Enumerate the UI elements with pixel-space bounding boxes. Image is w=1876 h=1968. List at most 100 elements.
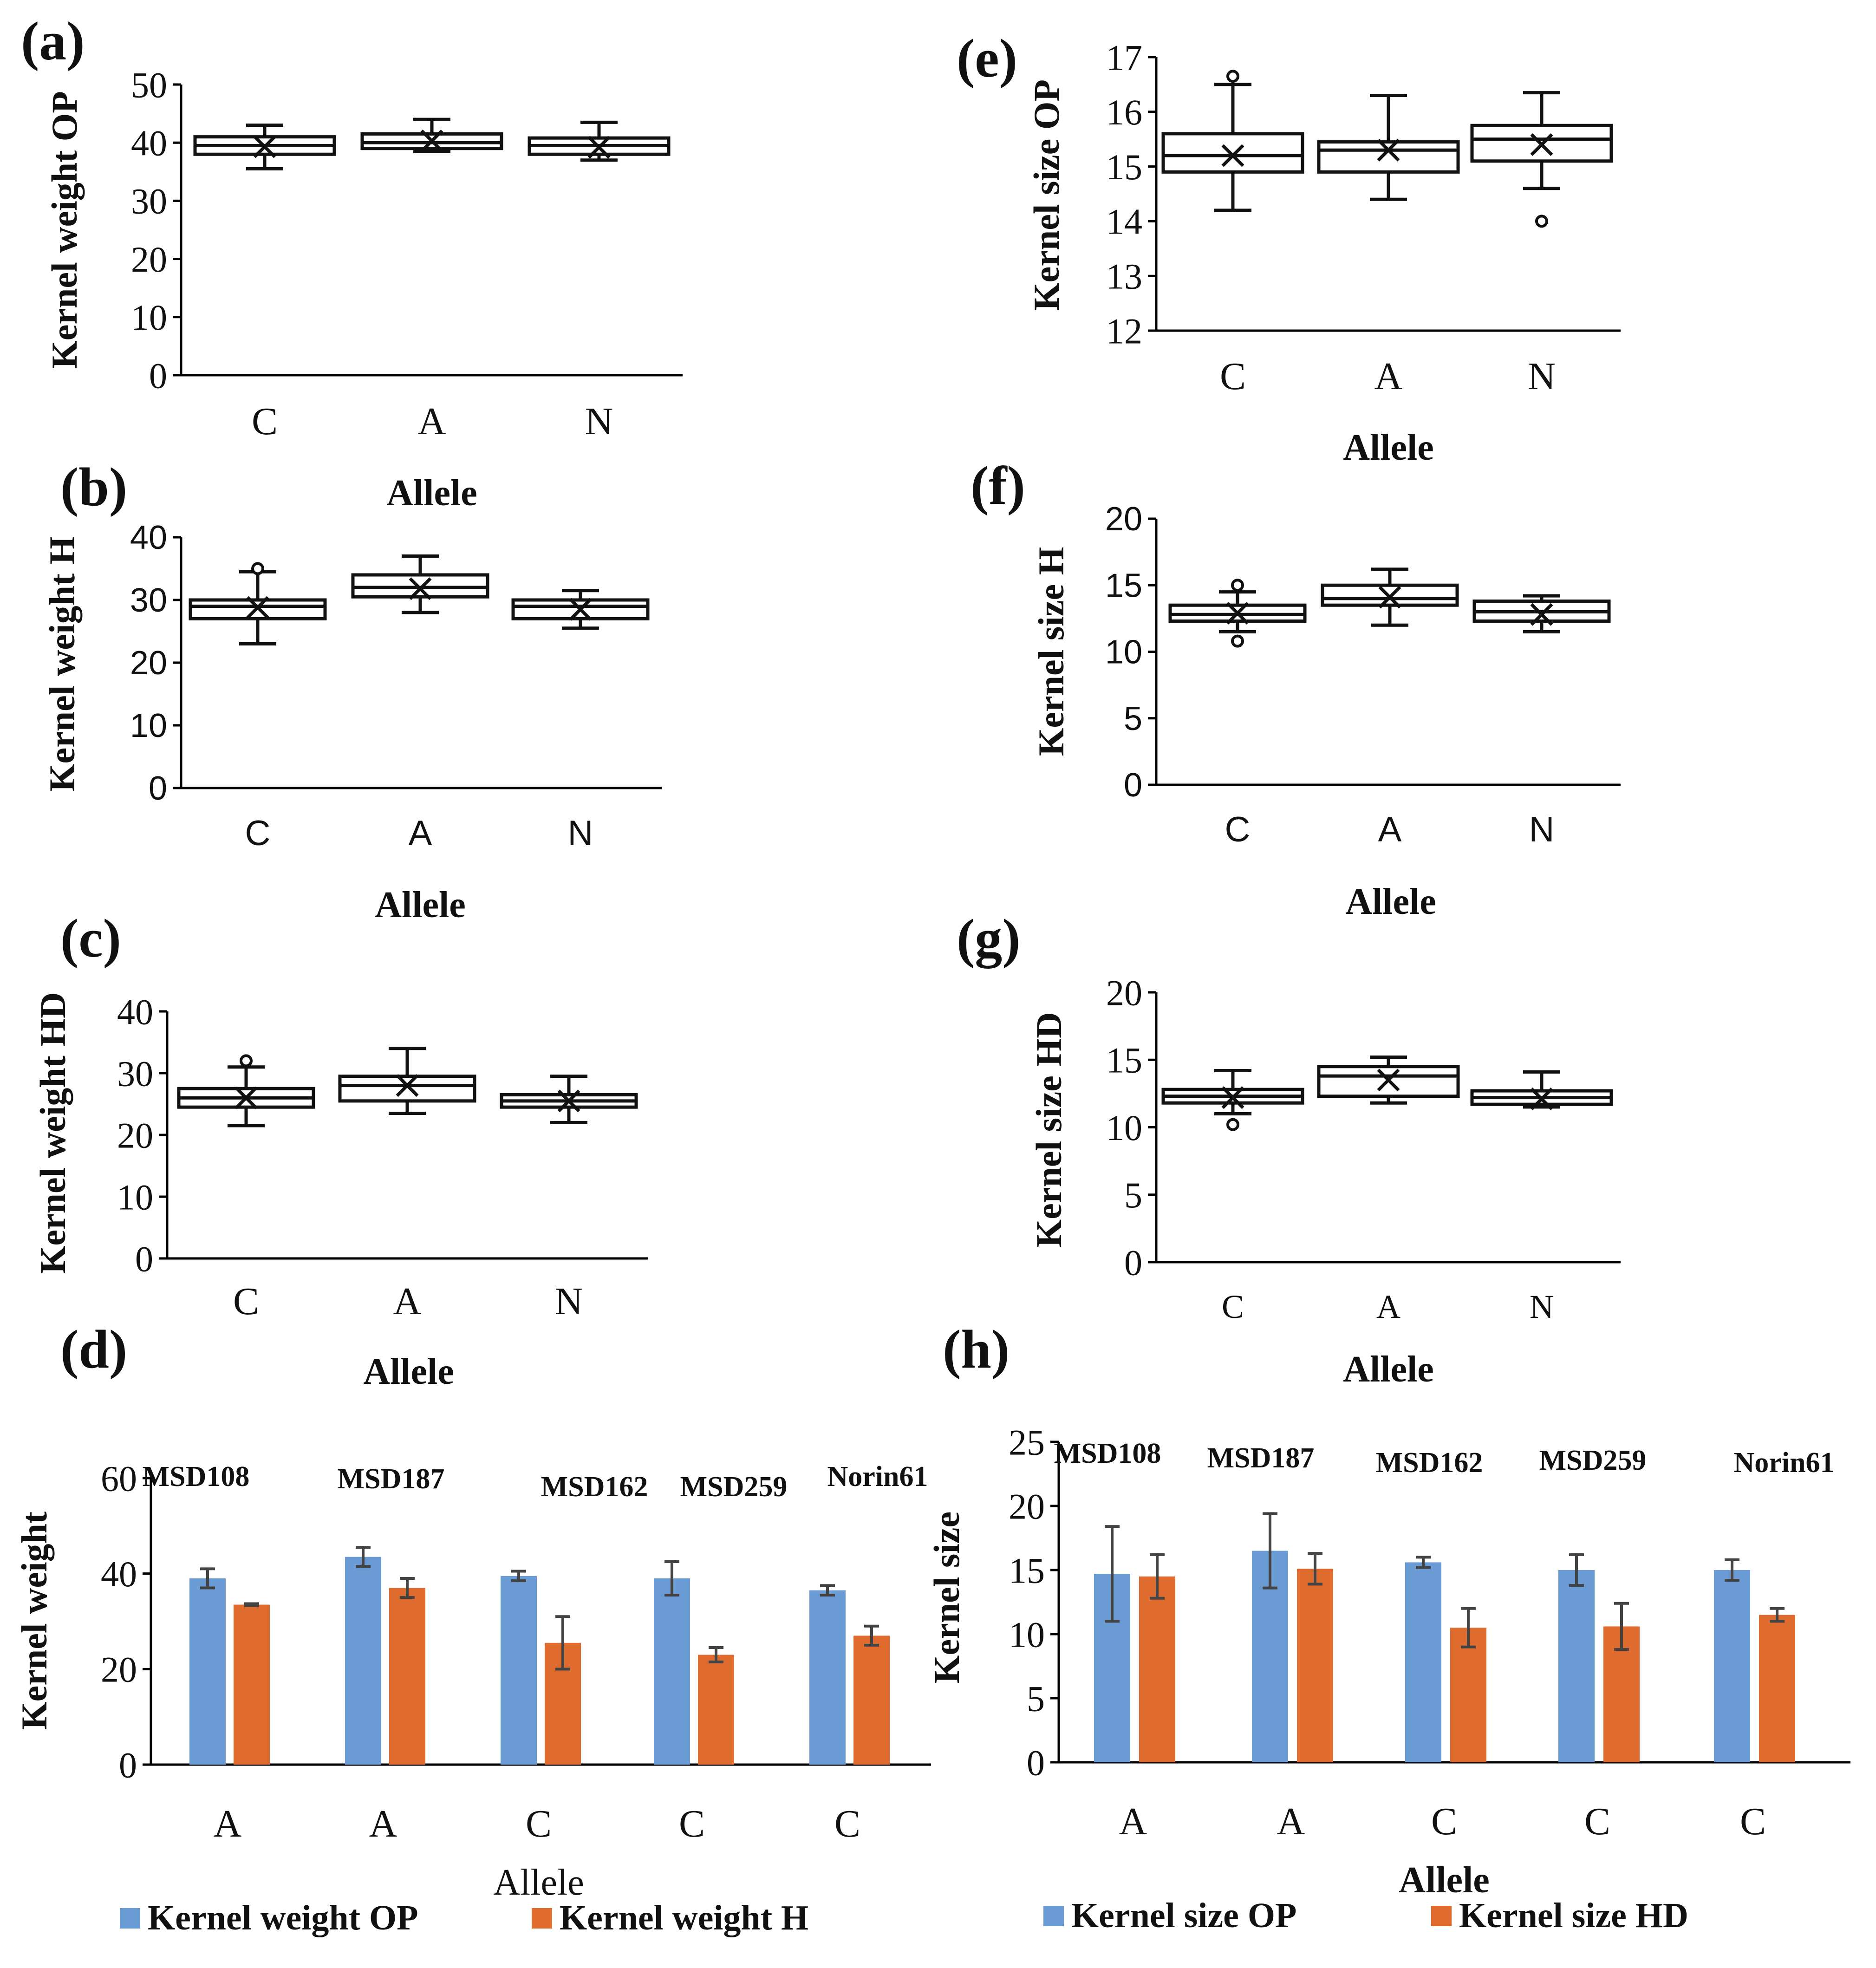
bar xyxy=(853,1636,890,1765)
group-label: MSD187 xyxy=(1207,1442,1315,1474)
y-tick-label: 17 xyxy=(1106,37,1142,78)
y-tick-label: 25 xyxy=(1009,1422,1045,1462)
box-plot xyxy=(1161,70,1304,212)
mean-marker xyxy=(1377,1069,1400,1092)
x-category-label: N xyxy=(568,814,593,853)
mean-marker xyxy=(1226,601,1249,625)
legend-swatch xyxy=(1431,1906,1452,1926)
x-axis-title: Allele xyxy=(1343,427,1433,468)
x-axis-title: Allele xyxy=(363,1351,454,1392)
box-plot xyxy=(1161,1069,1304,1131)
y-axis-title: Kernel size HD xyxy=(1029,1012,1069,1248)
x-category-label: C xyxy=(1222,1288,1244,1325)
y-axis-title: Kernel weight HD xyxy=(33,992,73,1274)
mean-marker xyxy=(246,596,269,619)
x-category-label: A xyxy=(1119,1800,1147,1843)
bar xyxy=(1759,1615,1795,1762)
outlier-point xyxy=(240,1054,253,1068)
box-iqr xyxy=(338,1075,476,1103)
y-tick-label: 13 xyxy=(1106,256,1142,297)
mean-marker xyxy=(253,135,276,158)
panel-label: (e) xyxy=(957,28,1017,89)
legend-label: Kernel weight OP xyxy=(148,1898,418,1937)
box-plot xyxy=(528,120,671,162)
y-tick-label: 10 xyxy=(130,707,167,744)
x-category-label: C xyxy=(1431,1800,1457,1843)
y-tick-label: 20 xyxy=(130,645,167,682)
legend-label: Kernel weight H xyxy=(560,1898,808,1937)
panel-label: (b) xyxy=(60,456,127,517)
y-tick-label: 40 xyxy=(131,123,167,163)
panel-h: (h) Kernel size 0 5 10 15 20 25 A A C C C Allele MSD10… xyxy=(926,1319,1850,1935)
x-axis-title: Allele xyxy=(375,885,465,925)
x-category-label: C xyxy=(1220,355,1246,398)
y-tick-label: 20 xyxy=(1105,501,1142,538)
legend-label: Kernel size HD xyxy=(1459,1896,1688,1935)
box-iqr xyxy=(1317,140,1460,174)
group-label: MSD162 xyxy=(1376,1447,1483,1479)
y-tick-label: 10 xyxy=(131,297,167,338)
x-category-label: C xyxy=(252,400,278,443)
y-tick-label: 30 xyxy=(131,181,167,222)
bar xyxy=(1405,1562,1441,1762)
x-category-label: C xyxy=(245,814,271,853)
y-tick-label: 0 xyxy=(149,770,167,807)
mean-marker xyxy=(1530,603,1553,626)
panel-e: (e)Kernel size OP 12 13 14 15 16 17 C A N Allele xyxy=(957,28,1621,468)
x-category-label: C xyxy=(679,1802,705,1845)
outlier-point xyxy=(1226,70,1239,83)
group-label: MSD108 xyxy=(143,1461,250,1492)
group-label: Norin61 xyxy=(827,1461,928,1492)
box-plot xyxy=(189,562,327,645)
bar xyxy=(389,1588,425,1765)
y-tick-label: 40 xyxy=(101,1554,137,1594)
panel-g: (g) Kernel size HD 0 5 10 15 20 C A N Allele xyxy=(957,908,1621,1390)
x-axis-title: Allele xyxy=(386,473,477,514)
mean-marker xyxy=(1221,1086,1244,1109)
mean-marker xyxy=(569,598,592,621)
bar xyxy=(698,1655,734,1765)
box-plot xyxy=(1321,567,1459,627)
outlier-point xyxy=(1535,215,1548,228)
bar xyxy=(501,1576,537,1765)
mean-marker xyxy=(1530,1088,1553,1110)
box-plot xyxy=(360,117,503,153)
y-axis-title: Kernel weight xyxy=(14,1512,54,1730)
x-category-label: N xyxy=(1530,1288,1554,1325)
panel-label: (d) xyxy=(60,1319,127,1380)
x-category-label: A xyxy=(1277,1800,1305,1843)
x-axis-title: Allele xyxy=(1345,881,1436,922)
box-plot xyxy=(1470,91,1613,228)
box-plot xyxy=(1168,579,1307,648)
box-plot xyxy=(193,124,336,171)
group-label: MSD162 xyxy=(541,1471,648,1503)
panel-b: (b) Kernel weight H 0 10 20 30 40 C A N Allele xyxy=(42,456,662,925)
y-tick-label: 5 xyxy=(1027,1678,1045,1719)
mean-marker xyxy=(1221,144,1244,167)
y-tick-label: 20 xyxy=(1009,1486,1045,1526)
y-axis-title: Kernel weight OP xyxy=(44,91,85,369)
y-tick-label: 30 xyxy=(117,1053,153,1094)
box-plot xyxy=(1317,1055,1460,1105)
x-category-label: N xyxy=(1529,810,1555,849)
bar xyxy=(1139,1576,1175,1762)
x-category-label: C xyxy=(233,1280,259,1323)
outlier-point xyxy=(1231,634,1244,648)
x-category-label: C xyxy=(1740,1800,1766,1843)
y-tick-label: 20 xyxy=(1106,972,1142,1013)
y-tick-label: 0 xyxy=(119,1745,137,1785)
mean-marker xyxy=(1378,586,1401,609)
mean-marker xyxy=(587,136,611,159)
bar xyxy=(1714,1570,1750,1762)
outlier-point xyxy=(1226,1118,1239,1131)
x-category-label: A xyxy=(393,1280,422,1323)
x-category-label: A xyxy=(418,400,446,443)
x-category-label: C xyxy=(1225,810,1251,849)
mean-marker xyxy=(557,1089,580,1113)
x-axis-title: Allele xyxy=(493,1862,584,1903)
bar xyxy=(1297,1569,1333,1762)
bar xyxy=(1450,1628,1486,1762)
box-iqr xyxy=(1161,132,1304,174)
box-plot xyxy=(177,1054,315,1127)
x-category-label: A xyxy=(214,1802,242,1845)
